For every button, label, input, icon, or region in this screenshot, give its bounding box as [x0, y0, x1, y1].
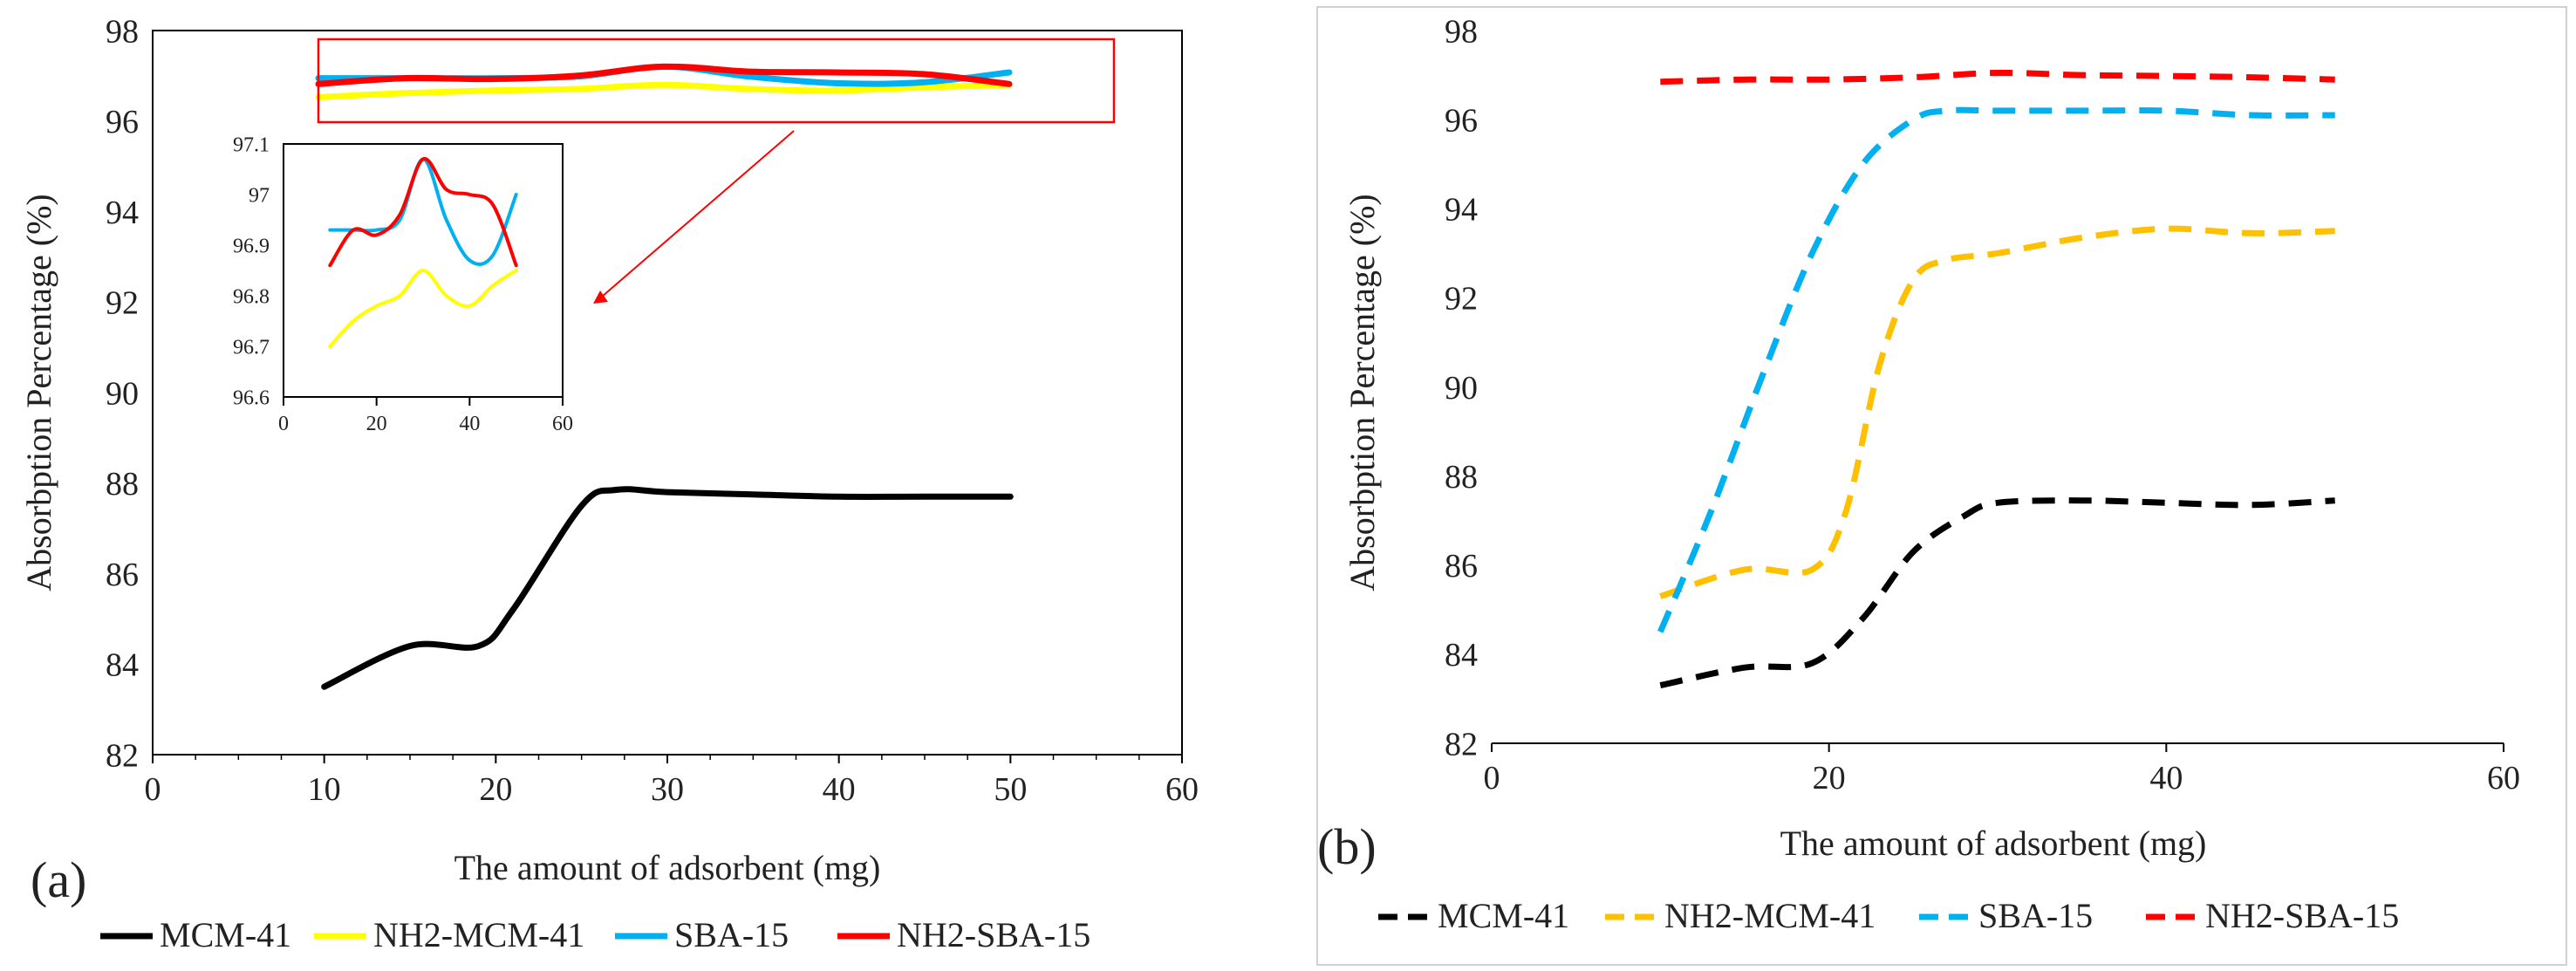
y-tick-label: 94: [1445, 192, 1478, 229]
y-tick-label: 98: [106, 13, 139, 50]
y-tick-label: 96.9: [233, 235, 270, 257]
x-tick-label: 40: [459, 413, 480, 435]
y-tick-label: 84: [1445, 637, 1478, 674]
series-line-nh2-sba-15: [328, 157, 518, 268]
series-line-nh2-mcm-41: [1659, 225, 2335, 599]
legend-entry-label: NH2-SBA-15: [897, 915, 1090, 954]
x-tick-label: 60: [552, 413, 573, 435]
panel-a-x-ticks: 0 10 20 30 40 50 60: [145, 755, 1199, 808]
legend-entry-label: SBA-15: [674, 915, 789, 954]
y-tick-label: 96: [1445, 102, 1478, 139]
series-line-nh2-mcm-41: [315, 81, 1013, 100]
legend-entry-label: SBA-15: [1978, 896, 2093, 935]
x-tick-label: 0: [1484, 760, 1500, 797]
panel-b-x-axis-label: The amount of adsorbent (mg): [1780, 824, 2207, 863]
panel-a-inset-x-ticks: 0 20 40 60: [278, 397, 573, 435]
panel-a-inset-y-ticks: 96.6 96.7 96.8 96.9 97 97.1: [233, 133, 270, 409]
y-tick-label: 97.1: [233, 133, 270, 156]
panel-b-legend: MCM-41 NH2-MCM-41 SBA-15 NH2-SBA-15: [1378, 896, 2399, 935]
y-tick-label: 86: [1445, 548, 1478, 585]
x-tick-label: 60: [1165, 771, 1199, 808]
series-line-sba-15: [1657, 106, 2335, 633]
panel-a-label: (a): [31, 851, 86, 908]
y-tick-label: 86: [106, 557, 139, 593]
legend-entry-label: NH2-MCM-41: [373, 915, 584, 954]
y-tick-label: 84: [106, 647, 139, 684]
x-tick-label: 20: [1813, 760, 1846, 797]
y-tick-label: 96.8: [233, 285, 270, 308]
panel-a-legend: MCM-41 NH2-MCM-41 SBA-15 NH2-SBA-15: [100, 915, 1090, 954]
x-tick-label: 0: [145, 771, 161, 808]
y-tick-label: 97: [249, 184, 270, 207]
x-tick-label: 20: [366, 413, 387, 435]
y-tick-label: 96.7: [233, 336, 270, 359]
x-tick-label: 40: [2149, 760, 2183, 797]
y-tick-label: 82: [106, 737, 139, 774]
series-line-mcm-41: [1659, 497, 2335, 689]
panel-b-outer-frame: [1316, 6, 2567, 966]
x-tick-label: 30: [651, 771, 684, 808]
panel-b-label: (b): [1317, 818, 1377, 875]
panel-a-inset-series-lines: [328, 157, 518, 348]
legend-entry-label: NH2-MCM-41: [1664, 896, 1876, 935]
panel-a-x-axis-label: The amount of adsorbent (mg): [454, 848, 881, 887]
panel-a-zoom-arrow: [601, 130, 795, 297]
series-line-nh2-mcm-41: [328, 268, 518, 348]
panel-a: 0 10 20 30 40 50 60 82 84 86 88 90 92 94 96 98 0 20 40 60…: [19, 13, 1199, 954]
panel-a-series-lines: [315, 63, 1014, 690]
x-tick-label: 10: [308, 771, 341, 808]
panel-a-y-axis-label: Absorbption Percentage (%): [19, 194, 58, 591]
panel-a-zoom-arrowhead: [593, 291, 608, 304]
x-tick-label: 50: [994, 771, 1027, 808]
panel-a-zoom-box: [317, 38, 1116, 124]
y-tick-label: 90: [106, 375, 139, 412]
y-tick-label: 94: [106, 195, 139, 231]
panel-b-y-ticks: 82 84 86 88 90 92 94 96 98: [1445, 13, 1478, 762]
panel-a-y-ticks: 82 84 86 88 90 92 94 96 98: [106, 13, 139, 774]
series-line-nh2-sba-15: [1660, 69, 2335, 85]
y-tick-label: 96.6: [233, 386, 270, 409]
legend-entry-label: MCM-41: [160, 915, 291, 954]
y-tick-label: 92: [1445, 281, 1478, 318]
x-tick-label: 40: [823, 771, 856, 808]
x-tick-label: 0: [278, 413, 289, 435]
legend-entry-label: NH2-SBA-15: [2205, 896, 2399, 935]
panel-b: 0 20 40 60 82 84 86 88 90 92 94 96 98 Absorbption P…: [1316, 6, 2567, 966]
x-tick-label: 60: [2487, 760, 2520, 797]
series-line-nh2-sba-15: [315, 63, 1013, 87]
y-tick-label: 88: [106, 466, 139, 503]
y-tick-label: 88: [1445, 459, 1478, 496]
series-line-mcm-41: [321, 486, 1014, 690]
panel-b-series-lines: [1657, 69, 2335, 689]
panel-b-x-ticks: 0 20 40 60: [1484, 743, 2520, 797]
x-tick-label: 20: [479, 771, 512, 808]
y-tick-label: 90: [1445, 370, 1478, 407]
y-tick-label: 92: [106, 285, 139, 322]
panel-b-y-axis-label: Absorbption Percentage (%): [1343, 194, 1382, 591]
y-tick-label: 96: [106, 104, 139, 140]
y-tick-label: 82: [1445, 726, 1478, 762]
legend-entry-label: MCM-41: [1438, 896, 1569, 935]
y-tick-label: 98: [1445, 13, 1478, 50]
